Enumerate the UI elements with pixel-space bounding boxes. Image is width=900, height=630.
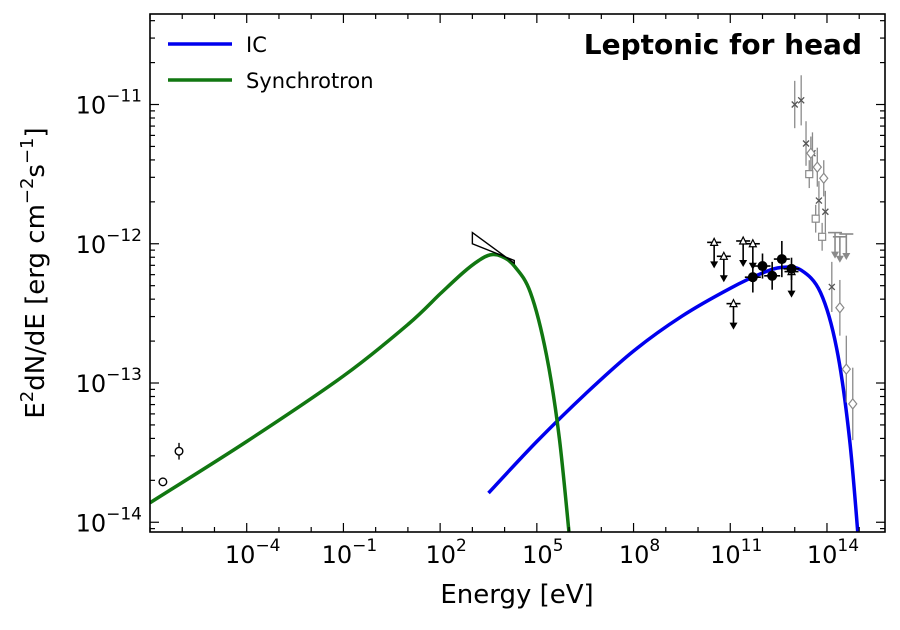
uhe-square (805, 170, 814, 179)
y-tick-labels: 10−11 10−12 10−13 10−14 (76, 87, 142, 538)
legend-label-synchrotron: Synchrotron (246, 69, 374, 93)
y-tick-label: 10−11 (76, 87, 142, 120)
uhe-square (818, 232, 827, 241)
y-tick-label: 10−13 (76, 365, 142, 398)
uhe-upper-limit-head (842, 253, 851, 261)
x-tick-labels: 10−4 10−1 102 105 108 1011 1014 (225, 536, 859, 569)
gamma-upper-limit-head (729, 322, 738, 330)
gamma-point (757, 261, 768, 272)
radio-point (174, 446, 184, 456)
plot-frame (149, 13, 886, 533)
legend-label-ic: IC (246, 33, 267, 57)
uhe-cross (821, 208, 829, 216)
uhe-upper-limit-head (835, 255, 844, 263)
model-curves (150, 252, 860, 532)
gamma-point (786, 263, 797, 274)
x-tick-label: 10−1 (322, 536, 378, 569)
uhe-diamond (818, 172, 829, 185)
y-tick-label: 10−14 (76, 504, 142, 537)
uhe-diamond (806, 147, 816, 160)
x-axis-title: Energy [eV] (440, 580, 593, 610)
gamma-triangle (729, 298, 738, 308)
uhe-cross (791, 101, 799, 108)
curve-ic (487, 265, 860, 532)
uhe-cross (828, 283, 836, 291)
uhe-cross (802, 140, 810, 147)
uhe-upper-limit-head (831, 251, 840, 259)
y-tick-label: 10−12 (76, 226, 142, 259)
uhe-cross (797, 96, 805, 104)
gamma-upper-limit-head (710, 261, 719, 269)
gamma-triangle (709, 237, 719, 246)
x-tick-label: 102 (425, 536, 466, 569)
uhe-square (811, 214, 820, 223)
gamma-point (776, 254, 787, 265)
curve-synchrotron (150, 252, 571, 532)
uhe-diamond (841, 363, 852, 376)
xray-bowtie (471, 231, 515, 265)
uhe-diamond (835, 301, 845, 314)
axis-ticks (149, 14, 885, 532)
gamma-triangle (719, 250, 729, 260)
legend: IC Synchrotron (168, 33, 374, 93)
gamma-point (747, 272, 758, 283)
radio-point (158, 477, 168, 487)
uhe-cross (815, 197, 823, 205)
observed-data (158, 75, 858, 487)
gamma-triangle (748, 238, 758, 248)
x-tick-label: 108 (619, 536, 660, 569)
chart-title: Leptonic for head (584, 28, 862, 61)
uhe-diamond (812, 161, 823, 174)
gamma-upper-limit-head (719, 275, 728, 283)
gamma-upper-limit-head (739, 259, 748, 267)
gamma-upper-limit-head (787, 290, 796, 298)
x-tick-label: 105 (522, 536, 563, 569)
y-axis-title: E2dN/dE [erg cm−2s−1] (17, 127, 51, 418)
x-tick-label: 1011 (710, 536, 762, 569)
uhe-diamond (847, 397, 858, 410)
gamma-point (767, 270, 778, 281)
x-tick-label: 10−4 (225, 536, 281, 569)
x-tick-label: 1014 (807, 536, 859, 569)
gamma-triangle (738, 235, 748, 245)
